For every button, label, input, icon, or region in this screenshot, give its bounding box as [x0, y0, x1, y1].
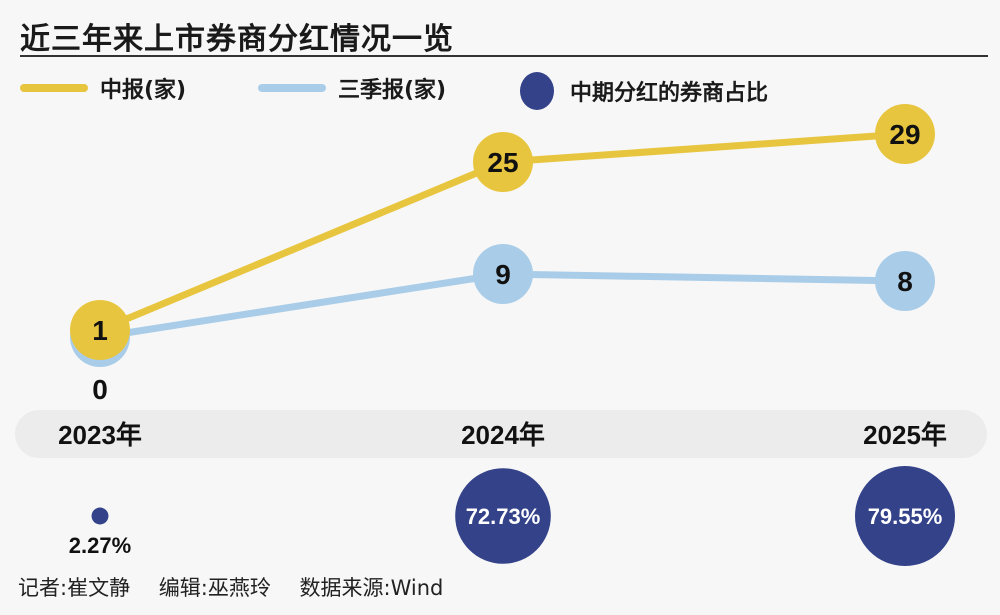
footer-source: 数据来源:Wind: [299, 576, 444, 600]
legend-label-ratio: 中期分红的券商占比: [570, 81, 769, 106]
chart-title: 近三年来上市券商分红情况一览: [20, 22, 454, 57]
data-label: 25: [487, 147, 518, 178]
ratio-bubble: [855, 466, 955, 566]
ratio-label: 72.73%: [466, 504, 541, 529]
legend-swatch-midyear: [20, 84, 88, 92]
data-point: [875, 251, 935, 311]
footer-reporter: 记者:崔文静: [18, 576, 131, 600]
legend-item-midyear: 中报(家): [20, 72, 186, 104]
ratio-label: 2.27%: [69, 533, 131, 558]
x-tick-label: 2025年: [863, 420, 947, 450]
footer-editor: 编辑:巫燕玲: [158, 576, 271, 600]
footer: 记者:崔文静 编辑:巫燕玲 数据来源:Wind: [18, 572, 465, 602]
data-label: 29: [889, 119, 920, 150]
data-point: [473, 132, 533, 192]
data-point: [70, 300, 130, 360]
data-point: [473, 244, 533, 304]
legend-label-q3: 三季报(家): [338, 78, 447, 103]
data-label: 0: [92, 374, 108, 405]
legend-item-q3: 三季报(家): [258, 72, 446, 104]
ratio-bubble: [455, 468, 551, 564]
ratio-label: 79.55%: [868, 504, 943, 529]
x-axis-band: [15, 410, 987, 458]
legend-swatch-ratio: [520, 72, 554, 110]
data-point: [875, 104, 935, 164]
title-rule: [20, 55, 988, 57]
x-tick-label: 2024年: [461, 420, 545, 450]
legend-swatch-q3: [258, 84, 326, 92]
data-label: 9: [495, 259, 511, 290]
data-label: 8: [897, 266, 913, 297]
x-tick-label: 2023年: [58, 420, 142, 450]
legend-item-ratio: 中期分红的券商占比: [520, 72, 768, 110]
ratio-bubble: [91, 507, 109, 525]
data-label: 1: [92, 315, 108, 346]
legend-label-midyear: 中报(家): [100, 78, 187, 103]
